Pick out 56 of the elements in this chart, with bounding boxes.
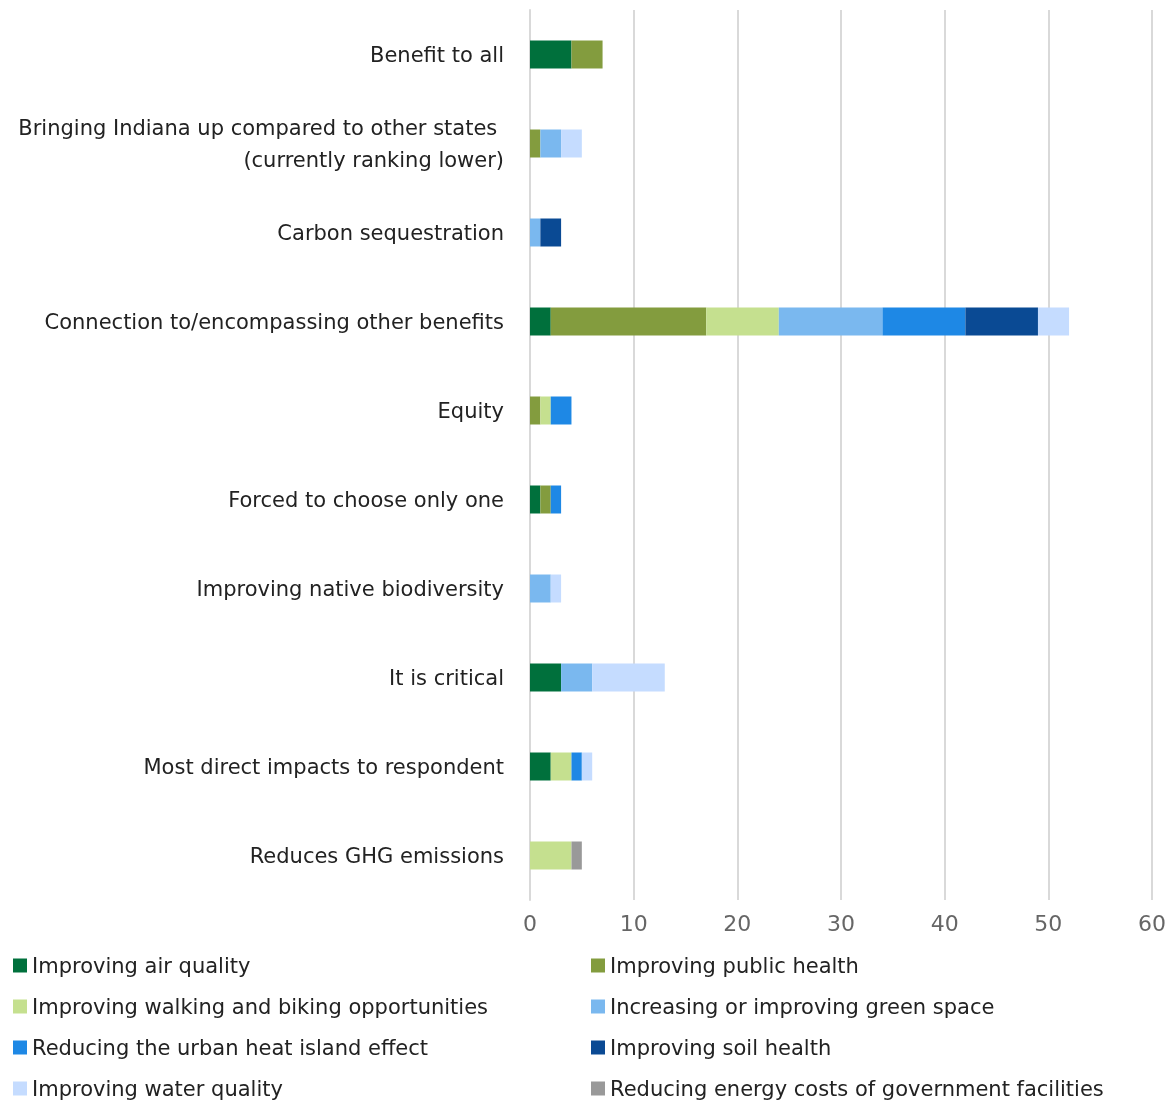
legend-label: Reducing the urban heat island effect (32, 1035, 429, 1060)
y-tick-label: Forced to choose only one (228, 487, 504, 512)
bar (1037, 307, 1070, 336)
x-tick-label: 60 (1138, 910, 1166, 936)
bar (530, 129, 541, 158)
bar (965, 307, 1038, 336)
bar (778, 307, 883, 336)
legend-label: Increasing or improving green space (610, 994, 995, 1019)
y-tick-label: Equity (437, 398, 504, 423)
bar (550, 752, 572, 781)
bar (571, 40, 603, 69)
y-tick-label: Improving native biodiversity (196, 576, 504, 601)
bar (571, 841, 582, 870)
x-tick-label: 40 (930, 910, 959, 936)
y-tick-label: Connection to/encompassing other benefits (44, 309, 504, 334)
legend-label: Improving soil health (610, 1035, 832, 1060)
bar (530, 40, 572, 69)
x-tick-label: 10 (619, 910, 648, 936)
x-tick-label: 0 (523, 910, 537, 936)
bar (530, 485, 541, 514)
bar (581, 752, 593, 781)
y-tick-label: Bringing Indiana up compared to other states (currently ranking lower) (18, 115, 504, 172)
x-tick-label: 20 (723, 910, 752, 936)
bar (540, 129, 562, 158)
legend-label: Improving walking and biking opportunities (32, 994, 489, 1019)
bar (540, 485, 551, 514)
bar (540, 218, 562, 247)
legend-label: Improving air quality (32, 953, 251, 978)
legend-label: Improving public health (610, 953, 859, 978)
bar (530, 396, 541, 425)
y-tick-label: It is critical (389, 665, 504, 690)
bar (550, 396, 572, 425)
bar (882, 307, 966, 336)
x-tick-label: 50 (1034, 910, 1063, 936)
y-tick-label: Benefit to all (370, 42, 504, 67)
x-tick-label: 30 (827, 910, 855, 936)
bar (550, 485, 562, 514)
y-tick-label: Reduces GHG emissions (249, 843, 504, 868)
bar (530, 841, 572, 870)
y-tick-label: Carbon sequestration (277, 220, 504, 245)
bar (540, 396, 551, 425)
bar (530, 663, 562, 692)
bar (561, 129, 582, 158)
legend-label: Improving water quality (32, 1076, 283, 1101)
bar (530, 307, 551, 336)
bar (530, 752, 551, 781)
bar (592, 663, 665, 692)
bar (550, 307, 707, 336)
bar (530, 574, 551, 603)
bar (706, 307, 779, 336)
bar (550, 574, 562, 603)
bar (571, 752, 582, 781)
y-tick-label: Most direct impacts to respondent (143, 754, 504, 779)
bar (561, 663, 593, 692)
legend-label: Reducing energy costs of government facilities (610, 1076, 1104, 1101)
bar (530, 218, 541, 247)
